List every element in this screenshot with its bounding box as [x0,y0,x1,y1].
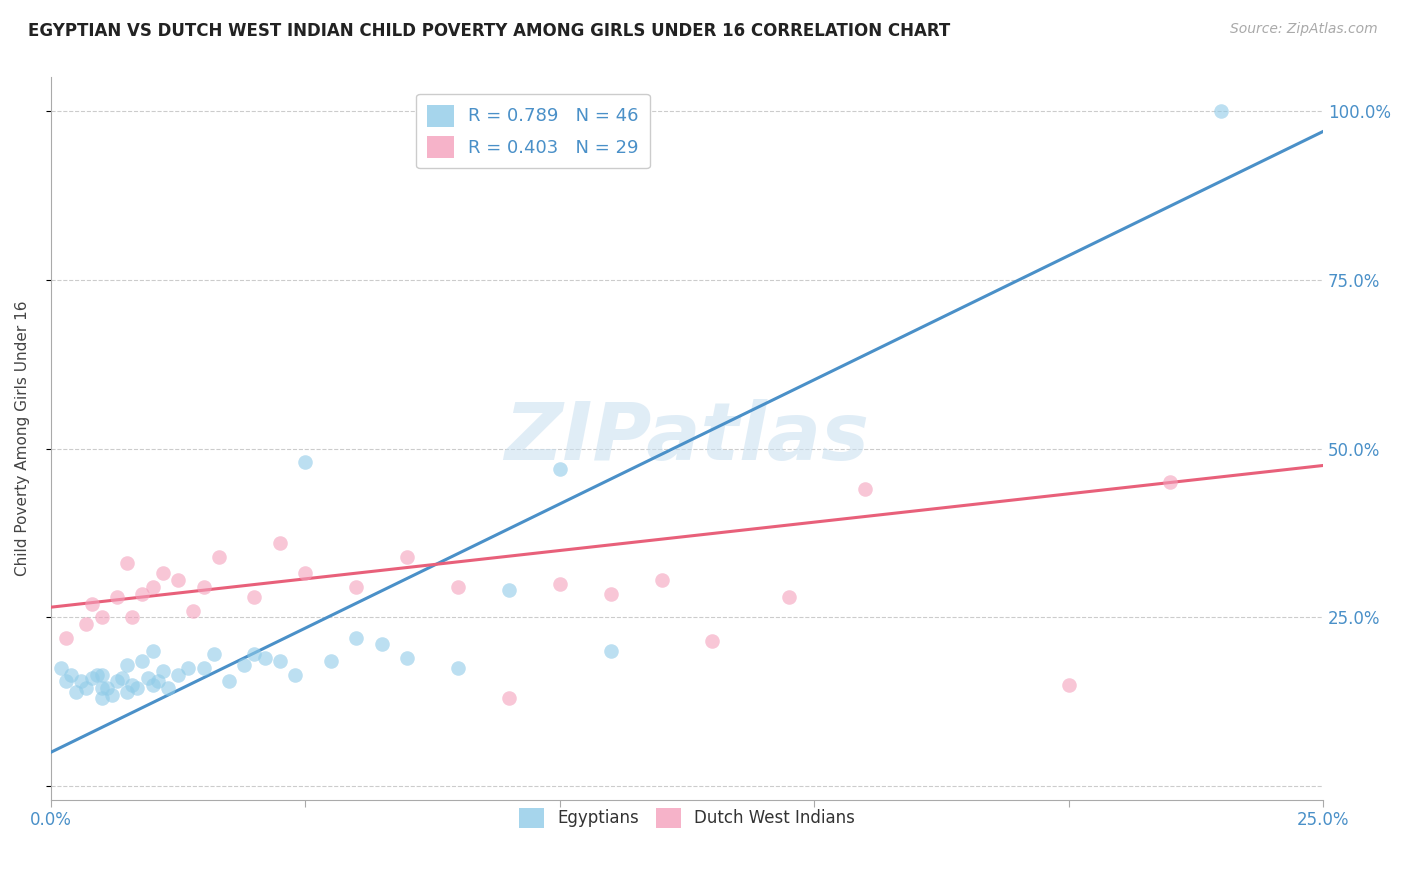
Point [49,661,72,675]
Point [269,654,291,668]
Point [599,644,621,658]
Point [75,617,97,632]
Point [142,644,165,658]
Point [167,667,190,681]
Point [294,566,316,581]
Point [344,631,367,645]
Text: ZIPatlas: ZIPatlas [505,400,869,477]
Point [269,536,291,550]
Point [127,681,149,695]
Point [80,597,103,611]
Point [599,587,621,601]
Point [96,681,118,695]
Point [447,661,470,675]
Point [121,678,143,692]
Point [136,671,159,685]
Point [651,573,673,587]
Y-axis label: Child Poverty Among Girls Under 16: Child Poverty Among Girls Under 16 [15,301,30,576]
Point [1211,104,1233,119]
Point [202,648,225,662]
Point [1159,475,1181,490]
Point [115,684,138,698]
Point [105,674,128,689]
Point [142,678,165,692]
Point [193,580,215,594]
Point [396,549,419,564]
Point [319,654,342,668]
Point [218,674,240,689]
Text: Source: ZipAtlas.com: Source: ZipAtlas.com [1230,22,1378,37]
Point [243,648,266,662]
Point [131,587,153,601]
Point [55,631,77,645]
Point [131,654,153,668]
Point [253,650,276,665]
Point [548,576,571,591]
Point [142,580,165,594]
Point [146,674,169,689]
Point [396,650,419,665]
Point [498,583,520,598]
Text: EGYPTIAN VS DUTCH WEST INDIAN CHILD POVERTY AMONG GIRLS UNDER 16 CORRELATION CHA: EGYPTIAN VS DUTCH WEST INDIAN CHILD POVE… [28,22,950,40]
Point [778,590,800,604]
Point [447,580,470,594]
Point [152,566,174,581]
Point [90,691,112,706]
Point [156,681,179,695]
Point [702,634,724,648]
Point [243,590,266,604]
Point [208,549,231,564]
Point [121,610,143,624]
Point [90,681,112,695]
Point [90,610,112,624]
Point [80,671,103,685]
Point [294,455,316,469]
Point [101,688,124,702]
Point [75,681,97,695]
Point [111,671,134,685]
Point [105,590,128,604]
Point [498,691,520,706]
Point [86,667,108,681]
Point [177,661,200,675]
Point [193,661,215,675]
Point [167,573,190,587]
Point [60,667,83,681]
Point [115,557,138,571]
Point [1057,678,1080,692]
Point [183,603,205,617]
Point [90,667,112,681]
Point [344,580,367,594]
Point [233,657,256,672]
Point [853,482,876,496]
Point [55,674,77,689]
Point [284,667,307,681]
Point [152,665,174,679]
Legend: Egyptians, Dutch West Indians: Egyptians, Dutch West Indians [512,801,862,835]
Point [370,637,392,651]
Point [115,657,138,672]
Point [65,684,87,698]
Point [548,462,571,476]
Point [70,674,93,689]
